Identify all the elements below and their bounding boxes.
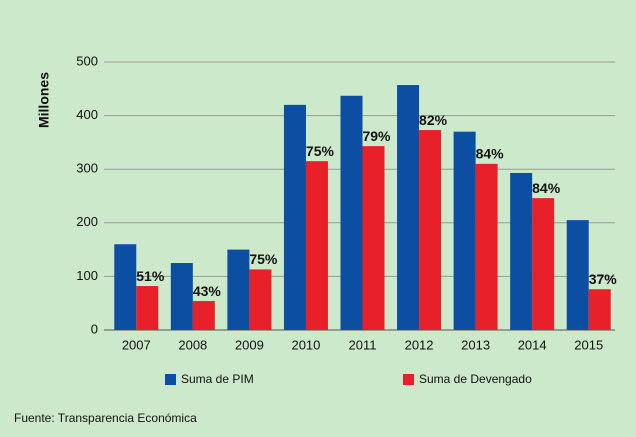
x-tick-label: 2008 bbox=[178, 337, 207, 352]
bar bbox=[305, 161, 328, 330]
source-note: Fuente: Transparencia Económica bbox=[14, 411, 197, 425]
x-tick-label: 2015 bbox=[574, 337, 603, 352]
data-label: 37% bbox=[589, 271, 618, 287]
y-tick-label: 0 bbox=[91, 321, 98, 336]
data-label: 84% bbox=[476, 146, 505, 162]
bar bbox=[397, 85, 420, 330]
x-tick-label: 2011 bbox=[349, 337, 377, 352]
x-tick-label: 2010 bbox=[291, 337, 320, 352]
y-tick-label: 300 bbox=[76, 161, 98, 176]
legend-label: Suma de PIM bbox=[181, 372, 254, 386]
x-tick-label: 2009 bbox=[235, 337, 264, 352]
legend-label: Suma de Devengado bbox=[419, 372, 532, 386]
bar bbox=[362, 146, 385, 330]
bar bbox=[227, 249, 250, 330]
bar bbox=[283, 104, 306, 330]
bar bbox=[192, 301, 215, 330]
bar bbox=[340, 95, 363, 330]
data-label: 75% bbox=[249, 251, 278, 267]
data-label: 75% bbox=[306, 143, 335, 159]
bar bbox=[532, 198, 555, 330]
legend-swatch bbox=[403, 374, 414, 385]
bar bbox=[566, 220, 589, 330]
bar bbox=[114, 244, 137, 330]
bar bbox=[170, 263, 193, 330]
y-tick-label: 200 bbox=[76, 214, 98, 229]
bar bbox=[249, 269, 272, 330]
y-axis-label: Millones bbox=[36, 72, 52, 128]
data-label: 51% bbox=[136, 268, 165, 284]
bar bbox=[419, 130, 442, 330]
x-tick-label: 2012 bbox=[405, 337, 434, 352]
data-label: 84% bbox=[532, 180, 561, 196]
y-tick-label: 400 bbox=[76, 107, 98, 122]
data-label: 43% bbox=[193, 283, 222, 299]
legend-swatch bbox=[165, 374, 176, 385]
y-tick-label: 100 bbox=[76, 268, 98, 283]
bar bbox=[475, 163, 498, 330]
bar bbox=[510, 172, 533, 330]
y-tick-label: 500 bbox=[76, 53, 98, 68]
bar bbox=[453, 131, 476, 330]
bar bbox=[136, 286, 159, 330]
x-tick-label: 2014 bbox=[518, 337, 547, 352]
data-label: 79% bbox=[362, 128, 391, 144]
bar bbox=[588, 289, 611, 330]
x-tick-label: 2013 bbox=[461, 337, 490, 352]
data-label: 82% bbox=[419, 112, 448, 128]
x-tick-label: 2007 bbox=[122, 337, 151, 352]
